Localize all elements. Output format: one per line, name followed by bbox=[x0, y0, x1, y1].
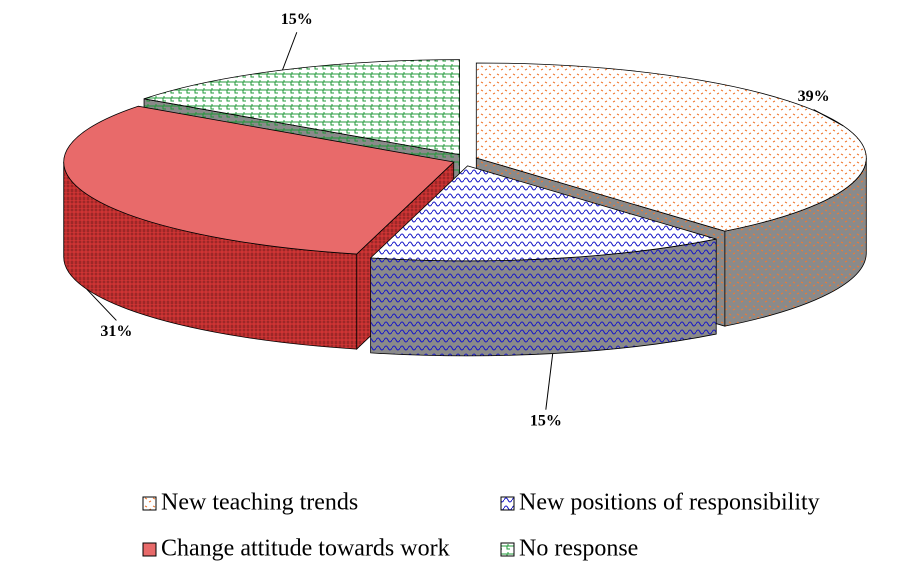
leader-line bbox=[282, 32, 298, 71]
slice bbox=[369, 165, 717, 262]
leader-line bbox=[545, 353, 554, 410]
legend-marker bbox=[142, 542, 157, 557]
legend-marker bbox=[500, 542, 515, 557]
legend-marker bbox=[500, 496, 515, 511]
data-label: 15% bbox=[281, 11, 313, 28]
slice bbox=[63, 105, 455, 255]
legend-label: No response bbox=[519, 536, 638, 562]
data-label: 31% bbox=[100, 323, 132, 340]
legend-label: New positions of responsibility bbox=[519, 490, 820, 516]
leader-line bbox=[86, 288, 117, 321]
slice bbox=[143, 59, 460, 156]
legend-marker bbox=[142, 496, 157, 511]
legend-label: New teaching trends bbox=[161, 490, 358, 516]
data-label: 39% bbox=[798, 88, 830, 105]
data-label: 15% bbox=[530, 412, 562, 429]
leader-line bbox=[813, 109, 844, 127]
legend-label: Change attitude towards work bbox=[161, 536, 450, 562]
